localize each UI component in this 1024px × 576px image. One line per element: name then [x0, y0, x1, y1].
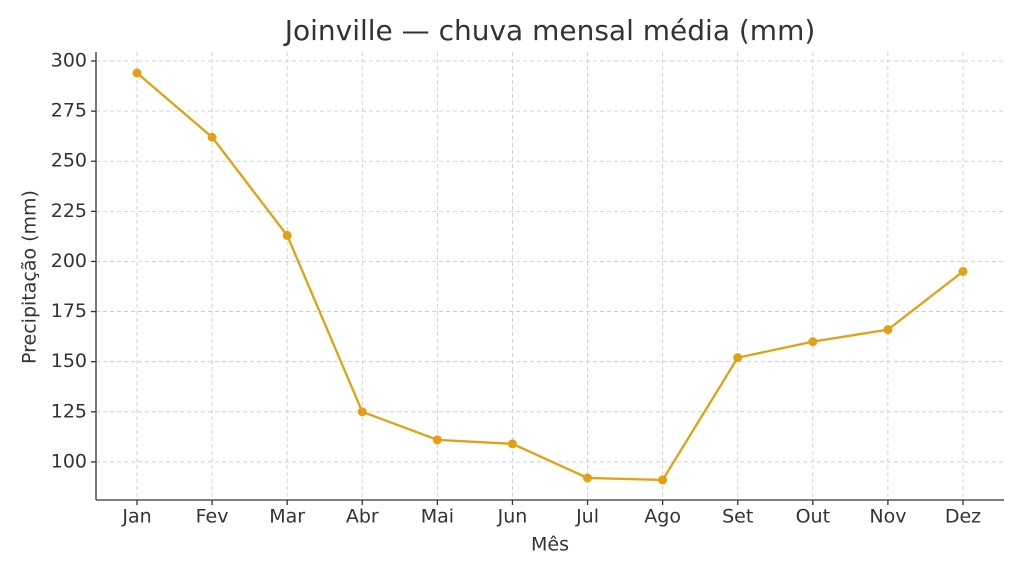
y-tick-label: 175 [51, 300, 87, 322]
point [282, 230, 292, 240]
y-tick-label: 225 [51, 200, 87, 222]
point [357, 407, 367, 417]
y-tick-label: 125 [51, 400, 87, 422]
y-tick-label: 300 [51, 50, 87, 72]
y-tick-label: 200 [51, 250, 87, 272]
point [432, 435, 442, 445]
x-tick-label: Fev [196, 506, 229, 528]
x-tick-label: Set [722, 506, 753, 528]
point [883, 325, 893, 335]
y-tick-label: 100 [51, 450, 87, 472]
x-tick-label: Ago [644, 506, 681, 528]
x-axis-title: Mês [531, 534, 569, 556]
y-axis-title: Precipitação (mm) [19, 190, 41, 364]
chart-title: Joinville — chuva mensal média (mm) [283, 14, 816, 47]
x-tick-label: Dez [945, 506, 981, 528]
point [658, 475, 668, 485]
x-tick-label: Mai [421, 506, 454, 528]
line [136, 72, 964, 482]
point [808, 337, 818, 347]
x-tick-label: Jan [121, 506, 151, 528]
point [132, 68, 142, 78]
point [733, 353, 743, 363]
point [958, 266, 968, 276]
x-tick-label: Jun [497, 506, 528, 528]
point [583, 473, 593, 483]
y-tick-label: 150 [51, 350, 87, 372]
y-tick-label: 275 [51, 100, 87, 122]
x-tick-label: Out [796, 506, 830, 528]
x-tick-label: Jul [575, 506, 599, 528]
point [207, 132, 217, 142]
x-tick-label: Nov [869, 506, 906, 528]
x-tick-label: Mar [269, 506, 305, 528]
y-tick-label: 250 [51, 150, 87, 172]
point [507, 439, 517, 449]
x-tick-label: Abr [346, 506, 379, 528]
